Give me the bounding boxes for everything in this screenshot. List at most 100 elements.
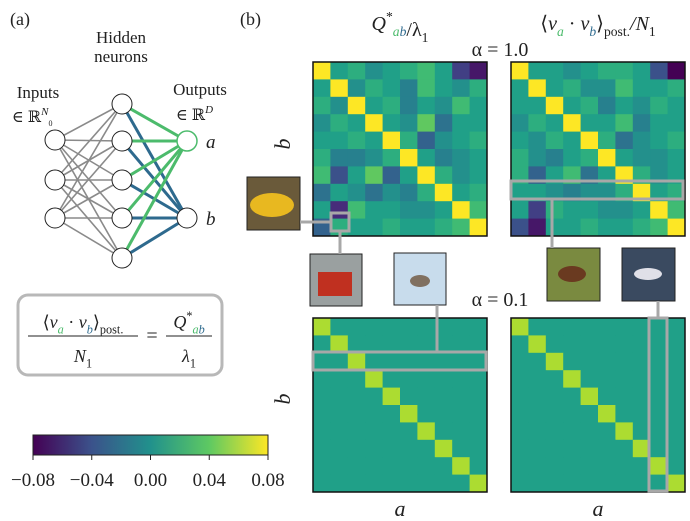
heatmap-cell xyxy=(598,114,616,132)
heatmap-cell xyxy=(667,387,686,406)
heatmap-cell xyxy=(580,79,599,98)
heatmap-cell xyxy=(417,166,436,185)
heatmap-cell xyxy=(434,352,453,371)
heatmap-cell xyxy=(452,422,470,441)
heatmap-cell xyxy=(313,166,331,185)
heatmap-cell xyxy=(563,474,581,493)
layer-label: Hidden xyxy=(96,28,147,47)
heatmap-cell xyxy=(667,149,686,167)
heatmap-cell xyxy=(632,422,651,441)
heatmap-cell xyxy=(511,405,529,423)
heatmap-cell xyxy=(330,166,349,185)
colorbar xyxy=(32,434,269,456)
heatmap-cell xyxy=(563,352,581,371)
axis-label: a xyxy=(395,496,406,521)
heatmap-cell xyxy=(580,439,599,458)
heatmap-cell xyxy=(469,474,488,493)
node xyxy=(111,169,133,191)
heatmap-cell xyxy=(615,352,634,371)
heatmap-cell xyxy=(347,474,366,493)
heatmap-cell xyxy=(650,201,668,219)
heatmap-cell xyxy=(347,405,366,423)
heatmap-cell xyxy=(528,474,547,493)
heatmap-cell xyxy=(545,114,564,132)
math-part: N xyxy=(73,346,87,366)
heatmap-cell xyxy=(365,218,383,237)
heatmap-cell xyxy=(365,439,383,458)
edge xyxy=(121,216,188,260)
math-part: b xyxy=(87,322,93,336)
heatmap-cell xyxy=(434,96,453,115)
heatmap-cell xyxy=(545,335,564,354)
equation-part: Q*ab xyxy=(173,309,204,337)
heatmap-cell xyxy=(469,457,488,475)
heatmap-cell xyxy=(667,352,686,371)
heatmap-cell xyxy=(667,457,686,475)
edge xyxy=(121,102,188,143)
heatmap-cell xyxy=(632,474,651,493)
heatmap-cell xyxy=(417,149,436,167)
heatmap-cell xyxy=(469,79,488,98)
heatmap-cell xyxy=(650,62,668,80)
math-part: post. xyxy=(604,24,630,39)
edge xyxy=(54,140,123,219)
heatmap-cell xyxy=(400,474,418,493)
heatmap-cell xyxy=(365,335,383,354)
heatmap-cell xyxy=(598,457,616,475)
heatmap-cell xyxy=(615,439,634,458)
heatmap-cell xyxy=(330,422,349,441)
math-part: b xyxy=(589,24,596,39)
heatmap-cell xyxy=(434,318,453,336)
heatmap-cell xyxy=(545,201,564,219)
heatmap-cell xyxy=(615,114,634,132)
node xyxy=(111,207,133,229)
heatmap-cell xyxy=(434,166,453,185)
heatmap-cell xyxy=(545,149,564,167)
heatmap-cell xyxy=(650,318,668,336)
heatmap-cell xyxy=(434,405,453,423)
layer-dim: ∈ ℝN0 xyxy=(12,106,52,128)
heatmap-cell xyxy=(313,335,331,354)
edge xyxy=(54,139,123,142)
heatmap-cell xyxy=(667,422,686,441)
heatmap-cell xyxy=(545,474,564,493)
heatmap-cell xyxy=(545,405,564,423)
heatmap-cell xyxy=(598,318,616,336)
heatmap-cell xyxy=(615,335,634,354)
heatmap-cell xyxy=(469,439,488,458)
heatmap-cell xyxy=(563,62,581,80)
heatmap-cell xyxy=(615,218,634,237)
heatmap-cell xyxy=(417,405,436,423)
colorbar-tick-label: −0.08 xyxy=(11,470,55,491)
heatmap-cell xyxy=(650,335,668,354)
heatmap-cell xyxy=(330,457,349,475)
heatmap-cell xyxy=(511,114,529,132)
heatmap-cell xyxy=(632,62,651,80)
heatmap-cell xyxy=(347,422,366,441)
heatmap-cell xyxy=(545,439,564,458)
heatmap-cell xyxy=(365,422,383,441)
heatmap-cell xyxy=(563,79,581,98)
heatmap-cell xyxy=(452,457,470,475)
heatmap-cell xyxy=(452,166,470,185)
math-part: ⟩ xyxy=(596,13,604,35)
heatmap-cell xyxy=(313,474,331,493)
heatmap-cell xyxy=(528,335,547,354)
heatmap-cell xyxy=(615,149,634,167)
heatmap-cell xyxy=(667,218,686,237)
heatmap-cell xyxy=(382,62,401,80)
heatmap-cell xyxy=(667,405,686,423)
heatmap-cell xyxy=(511,387,529,406)
heatmap-cell xyxy=(417,62,436,80)
heatmap-cell xyxy=(434,62,453,80)
panel-label: (a) xyxy=(10,9,30,30)
heatmap-cell xyxy=(365,96,383,115)
heatmap-cell xyxy=(511,422,529,441)
heatmap-cell xyxy=(469,318,488,336)
heatmap-cell xyxy=(313,352,331,371)
node-label: b xyxy=(206,209,216,230)
heatmap-cell xyxy=(632,370,651,388)
heatmap-cell xyxy=(511,474,529,493)
heatmap-cell xyxy=(528,114,547,132)
heatmap-cell xyxy=(347,218,366,237)
